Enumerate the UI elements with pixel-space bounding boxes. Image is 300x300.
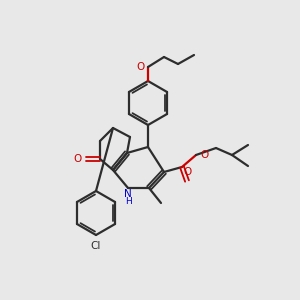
Text: O: O [183,167,191,177]
Text: O: O [200,150,208,160]
Text: O: O [137,62,145,72]
Text: N: N [124,189,132,199]
Text: Cl: Cl [91,241,101,251]
Text: H: H [124,197,131,206]
Text: O: O [74,154,82,164]
